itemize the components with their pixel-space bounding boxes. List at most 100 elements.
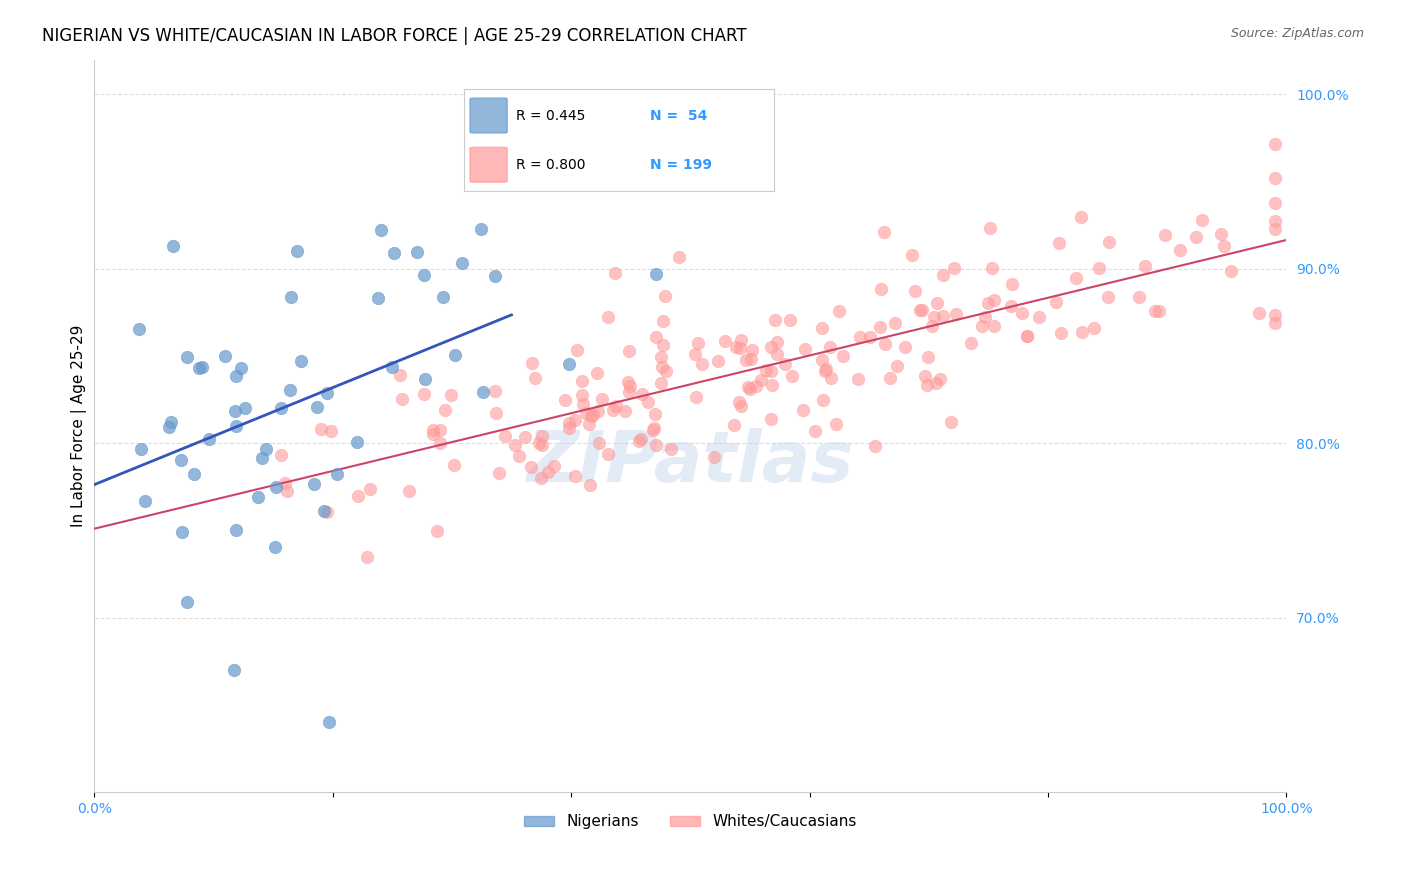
Point <box>605 399 627 413</box>
Point <box>981 260 1004 275</box>
Point <box>382 246 405 260</box>
Point <box>157 420 180 434</box>
Point <box>959 336 981 351</box>
Point <box>381 359 404 374</box>
Point <box>1264 195 1286 210</box>
Point <box>170 453 193 467</box>
Point <box>225 523 247 537</box>
Point <box>728 394 751 409</box>
Point <box>811 392 834 407</box>
Point <box>741 343 763 358</box>
Point <box>596 447 619 461</box>
Point <box>814 361 837 376</box>
Point <box>832 350 855 364</box>
Point <box>451 256 474 270</box>
Y-axis label: In Labor Force | Age 25-29: In Labor Force | Age 25-29 <box>72 325 87 527</box>
Point <box>225 419 247 434</box>
Point <box>825 417 848 432</box>
Point <box>318 715 340 730</box>
Point <box>983 293 1005 307</box>
Point <box>1264 222 1286 236</box>
Point <box>894 340 917 354</box>
Point <box>183 467 205 482</box>
Point <box>654 288 676 302</box>
Point <box>811 352 834 367</box>
Point <box>231 360 253 375</box>
Point <box>285 244 308 259</box>
Point <box>176 595 198 609</box>
Point <box>578 417 600 431</box>
Point <box>198 432 221 446</box>
Point <box>922 310 945 324</box>
Point <box>873 337 896 351</box>
Point <box>1264 316 1286 330</box>
Point <box>714 334 737 348</box>
Point <box>128 322 150 336</box>
Point <box>274 475 297 490</box>
Point <box>683 347 706 361</box>
Point <box>763 313 786 327</box>
Point <box>596 310 619 324</box>
Point <box>775 357 797 371</box>
Point <box>652 314 675 328</box>
Point <box>520 460 543 475</box>
Point <box>644 408 666 422</box>
Point <box>422 424 444 438</box>
Point <box>160 415 183 429</box>
Point <box>315 505 337 519</box>
Point <box>977 296 1000 310</box>
Point <box>565 343 588 357</box>
Point <box>1001 277 1024 292</box>
Point <box>723 417 745 432</box>
Point <box>761 364 783 378</box>
Point <box>398 483 420 498</box>
Point <box>1070 211 1092 225</box>
Point <box>749 373 772 387</box>
Point <box>1264 137 1286 152</box>
Point <box>170 524 193 539</box>
Point <box>591 392 613 407</box>
Point <box>828 303 851 318</box>
Point <box>631 387 654 401</box>
Point <box>264 480 287 494</box>
Point <box>730 333 752 347</box>
Point <box>803 424 825 438</box>
Point <box>1264 214 1286 228</box>
Point <box>707 353 730 368</box>
Point <box>276 483 298 498</box>
Point <box>703 450 725 464</box>
Point <box>1015 328 1038 343</box>
Point <box>915 378 938 392</box>
Point <box>603 266 626 280</box>
Point <box>650 376 672 390</box>
Point <box>602 403 624 417</box>
Point <box>470 221 492 235</box>
Point <box>575 406 598 420</box>
Point <box>531 438 554 452</box>
Point <box>914 369 936 384</box>
Point <box>571 374 593 388</box>
Point <box>972 319 994 334</box>
Point <box>270 448 292 462</box>
Point <box>134 493 156 508</box>
Point <box>543 458 565 473</box>
Point <box>488 466 510 480</box>
Point <box>578 478 600 492</box>
Point <box>484 269 506 284</box>
Point <box>440 388 463 402</box>
Point <box>586 366 609 380</box>
Point <box>346 489 368 503</box>
Point <box>943 261 966 276</box>
Point <box>389 368 412 382</box>
Point <box>554 393 576 408</box>
Point <box>1064 271 1087 285</box>
Point <box>309 422 332 436</box>
Point <box>571 388 593 402</box>
Point <box>484 384 506 399</box>
Point <box>494 428 516 442</box>
Point <box>530 471 553 485</box>
Point <box>1247 305 1270 319</box>
Point <box>655 364 678 378</box>
Point <box>630 432 652 446</box>
Point <box>911 303 934 318</box>
